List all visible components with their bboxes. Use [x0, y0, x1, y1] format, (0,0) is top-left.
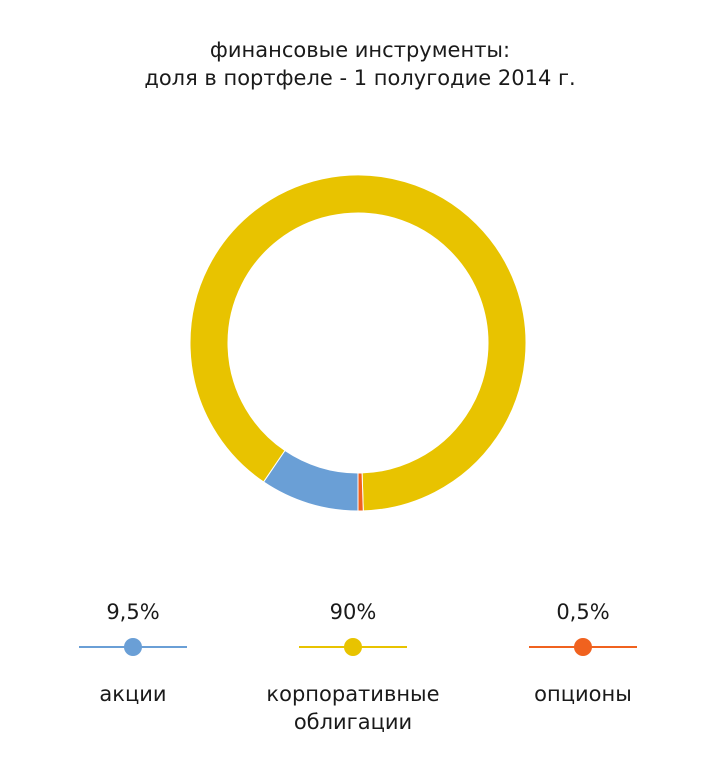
legend-label-stocks: акции — [99, 682, 167, 706]
legend-marker-corporate-bonds — [344, 638, 362, 656]
legend-label-corporate-bonds-line-1: корпоративные — [266, 682, 440, 706]
legend-marker-stocks — [124, 638, 142, 656]
legend-label-corporate-bonds-line-2: облигации — [293, 710, 413, 734]
legend-value-stocks: 9,5% — [106, 600, 160, 624]
legend-label-corporate-bonds: корпоративные облигации — [253, 680, 453, 736]
donut-slice-options — [357, 472, 364, 512]
legend-value-options: 0,5% — [556, 600, 610, 624]
donut-chart — [189, 174, 527, 512]
chart-title-line-2: доля в портфеле - 1 полугодие 2014 г. — [144, 66, 576, 90]
legend-value-corporate-bonds: 90% — [329, 600, 377, 624]
legend-marker-options — [574, 638, 592, 656]
legend-label-options: опционы — [534, 682, 632, 706]
chart-title-line-1: финансовые инструменты: — [209, 38, 511, 62]
donut-slice-corporate-bonds — [189, 174, 527, 512]
